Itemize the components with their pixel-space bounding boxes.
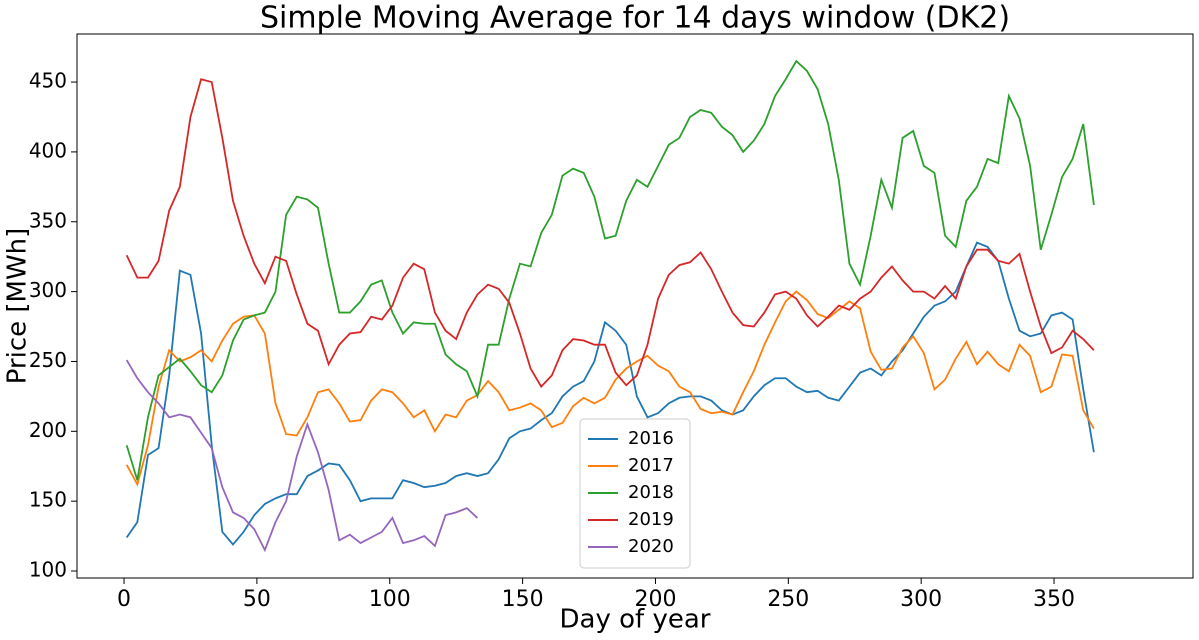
- line-series: [125, 78, 1095, 389]
- x-tick-label: 200: [634, 587, 676, 612]
- legend-box: [579, 418, 691, 569]
- y-axis-label: Price [MWh]: [3, 228, 33, 385]
- y-tick-label: 250: [29, 348, 67, 372]
- chart-title: Simple Moving Average for 14 days window…: [260, 1, 1010, 36]
- x-tick-label: 350: [1033, 587, 1075, 612]
- line-series: [125, 59, 1095, 481]
- y-tick-label: 200: [29, 418, 67, 442]
- x-tick-label: 150: [502, 587, 544, 612]
- legend-label: 2017: [628, 455, 674, 476]
- line-series: [125, 359, 479, 553]
- legend-label: 2018: [628, 482, 674, 503]
- y-tick-label: 100: [29, 558, 67, 582]
- y-tick-label: 450: [29, 69, 67, 93]
- y-tick-label: 350: [29, 208, 67, 232]
- x-tick-label: 300: [900, 587, 942, 612]
- legend-label: 2016: [628, 428, 674, 449]
- plot-frame: [76, 33, 1194, 579]
- y-tick-label: 400: [29, 138, 67, 162]
- legend-label: 2020: [628, 536, 674, 557]
- y-tick-label: 300: [29, 278, 67, 302]
- x-axis-label: Day of year: [560, 605, 711, 635]
- x-tick-label: 50: [243, 587, 271, 612]
- x-tick-label: 250: [767, 587, 809, 612]
- y-tick-label: 150: [29, 488, 67, 512]
- x-tick-label: 0: [117, 587, 131, 612]
- x-tick-label: 100: [369, 587, 411, 612]
- line-series: [125, 290, 1095, 487]
- legend-label: 2019: [628, 509, 674, 530]
